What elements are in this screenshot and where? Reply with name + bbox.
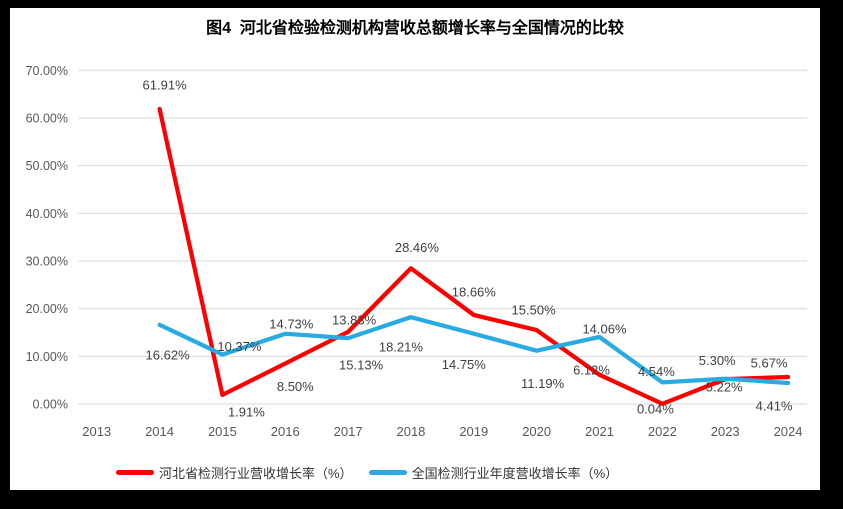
data-label: 5.22% xyxy=(706,380,743,395)
chart-panel: 图4 河北省检验检测机构营收总额增长率与全国情况的比较 0.00% 10.00% 2… xyxy=(10,8,820,490)
data-label: 8.50% xyxy=(277,379,314,394)
data-label: 16.62% xyxy=(146,347,191,362)
data-label: 6.12% xyxy=(573,362,610,377)
x-axis-tick-label: 2016 xyxy=(271,424,300,439)
x-axis-tick-label: 2022 xyxy=(648,424,677,439)
national-series-swatch xyxy=(368,469,407,475)
data-label: 14.06% xyxy=(582,322,627,337)
y-axis-tick-label: 40.00% xyxy=(26,207,68,221)
data-label: 0.04% xyxy=(637,401,674,416)
hebei-series-line xyxy=(157,106,791,406)
data-label: 4.41% xyxy=(756,399,793,414)
legend-label-national: 全国检测行业年度营收增长率（%） xyxy=(411,465,619,481)
data-label: 11.19% xyxy=(521,376,565,391)
y-axis-tick-label: 50.00% xyxy=(26,159,68,173)
y-axis-tick-label: 0.00% xyxy=(33,398,68,412)
x-axis-tick-label: 2017 xyxy=(334,424,363,439)
y-axis-tick-label: 10.00% xyxy=(26,350,68,364)
data-label: 5.30% xyxy=(699,353,736,368)
x-axis-tick-label: 2014 xyxy=(145,424,174,439)
national-series-line xyxy=(157,315,791,386)
data-label: 15.13% xyxy=(339,357,384,372)
data-label: 13.83% xyxy=(332,313,377,328)
x-axis-tick-label: 2013 xyxy=(82,424,111,439)
data-label: 18.21% xyxy=(379,340,424,355)
data-label: 4.54% xyxy=(638,364,675,379)
data-label: 1.91% xyxy=(228,404,265,419)
y-axis-tick-label: 20.00% xyxy=(26,302,68,316)
hebei-series-swatch xyxy=(116,469,154,475)
data-label: 14.75% xyxy=(442,357,487,372)
data-label: 14.73% xyxy=(269,316,314,331)
x-axis-tick-label: 2023 xyxy=(711,424,740,439)
y-axis-tick-label: 60.00% xyxy=(26,111,68,125)
x-axis-tick-label: 2024 xyxy=(774,424,803,439)
chart-plot: 0.00% 10.00% 20.00% 30.00% 40.00% 50.00% 60.00… xyxy=(26,64,807,439)
chart-title: 图4 河北省检验检测机构营收总额增长率与全国情况的比较 xyxy=(206,20,624,37)
data-label: 61.91% xyxy=(143,77,188,92)
chart-legend: 河北省检测行业营收增长率（%） 全国检测行业年度营收增长率（%） xyxy=(116,460,634,484)
y-axis-tick-label: 30.00% xyxy=(26,254,68,268)
legend-item-national: 全国检测行业年度营收增长率（%） xyxy=(368,463,619,482)
y-axis-tick-label: 70.00% xyxy=(26,64,68,78)
x-axis-tick-label: 2021 xyxy=(585,424,614,439)
x-axis-tick-label: 2019 xyxy=(459,424,488,439)
data-label: 15.50% xyxy=(512,303,557,318)
data-label: 10.37% xyxy=(217,339,262,354)
x-axis-tick-label: 2015 xyxy=(208,424,237,439)
legend-item-hebei: 河北省检测行业营收增长率（%） xyxy=(116,463,353,482)
data-label: 5.67% xyxy=(751,356,788,371)
legend-label-hebei: 河北省检测行业营收增长率（%） xyxy=(159,465,353,481)
data-label: 28.46% xyxy=(395,240,440,255)
data-label: 18.66% xyxy=(452,285,497,300)
x-axis-tick-label: 2020 xyxy=(522,424,551,439)
x-axis-tick-label: 2018 xyxy=(396,424,425,439)
